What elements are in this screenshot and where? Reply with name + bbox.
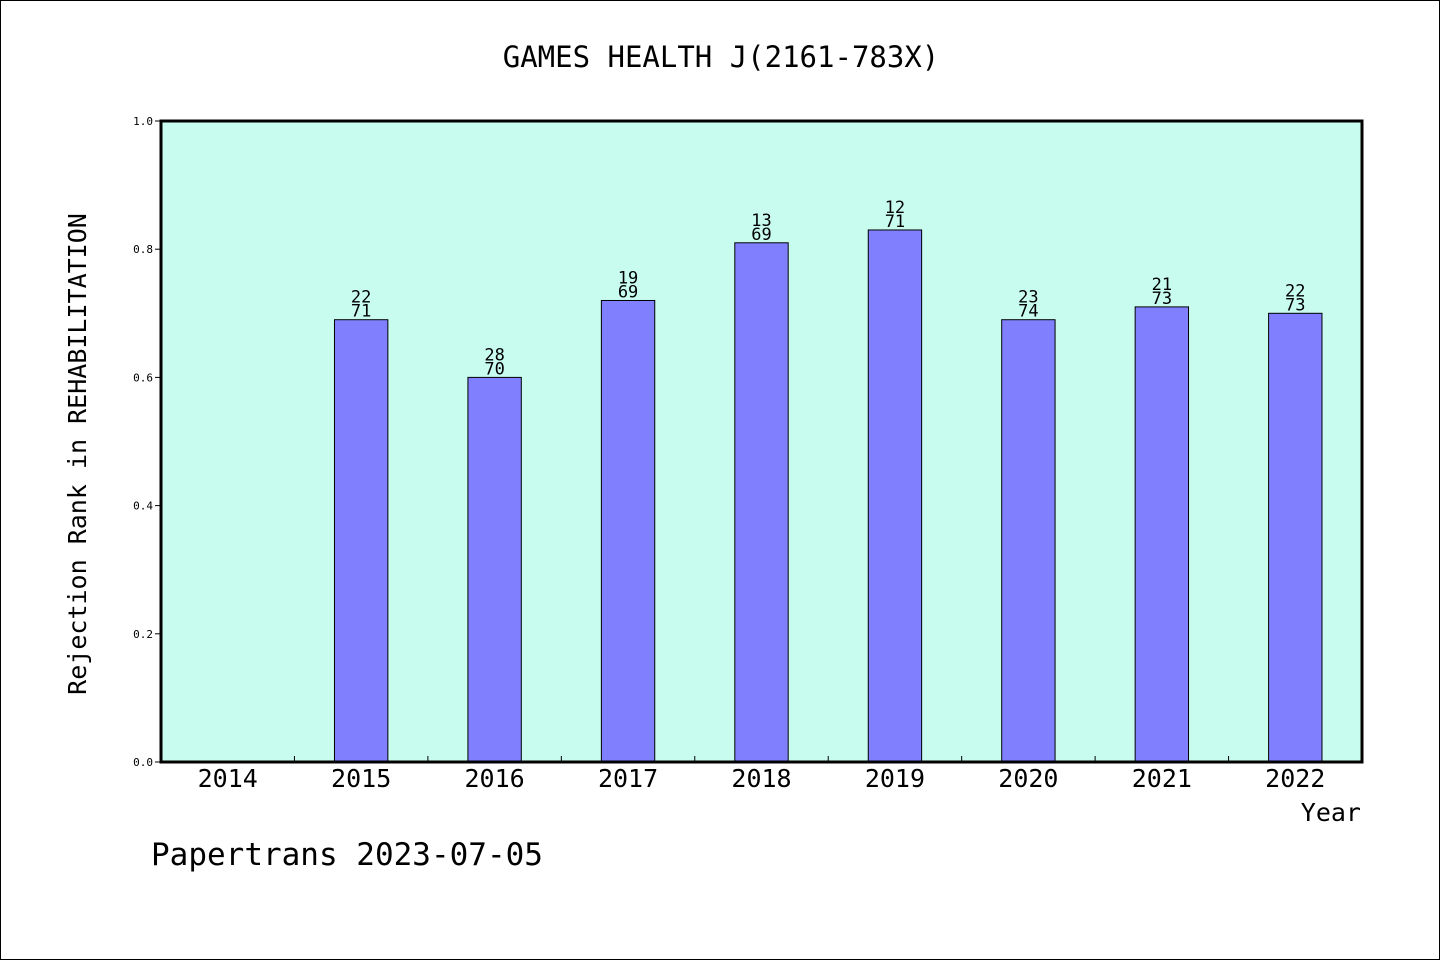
bar-2021 [1134, 306, 1190, 763]
y-tick-label: 0.4 [133, 500, 153, 513]
bar-label-top: 12 [885, 198, 905, 218]
bar-2017 [600, 299, 656, 763]
bar-label-top: 21 [1152, 275, 1172, 295]
y-tick-label: 0.2 [133, 628, 153, 641]
bar-label-top: 22 [351, 288, 371, 308]
bar-label-top: 19 [618, 268, 638, 288]
labels-layer: 2014 201522712016287020171969201813692019… [198, 198, 1326, 793]
bar-2016 [467, 376, 522, 763]
y-tick-label: 0.0 [133, 756, 153, 769]
bar-label-top: 28 [484, 345, 504, 365]
y-tick-label: 0.6 [133, 371, 153, 384]
bar-2022 [1268, 312, 1323, 763]
y-axis-label: Rejection Rank in REHABILITATION [63, 213, 92, 695]
y-tick-label: 1.0 [133, 115, 153, 128]
bar-2018 [734, 242, 789, 763]
bars-layer [333, 229, 1323, 763]
x-tick-label: 2019 [865, 764, 925, 793]
bar-label-bottom: 74 [1018, 302, 1038, 322]
x-tick-label: 2017 [598, 764, 658, 793]
bar-label-top: 13 [751, 211, 771, 231]
bar-label-bottom: 73 [1152, 289, 1172, 309]
bar-label-bottom: 73 [1285, 295, 1305, 315]
x-tick-label: 2014 [198, 764, 258, 793]
bar-2015 [333, 319, 389, 763]
x-tick-label: 2016 [465, 764, 525, 793]
x-tick-label: 2020 [998, 764, 1058, 793]
bar-label-top: 22 [1285, 281, 1305, 301]
plot-border [159, 119, 1364, 764]
x-tick-label: 2015 [331, 764, 391, 793]
chart-title: GAMES HEALTH J(2161-783X) [503, 40, 940, 74]
bar-label-top: 23 [1018, 288, 1038, 308]
bar-label-bottom: 71 [351, 302, 371, 322]
y-tick-label: 0.8 [133, 243, 153, 256]
bar-label-bottom: 69 [618, 282, 638, 302]
ticks-layer: 0.0 0.2 0.4 0.6 0.8 1.0 [133, 115, 1230, 769]
footer-credit: Papertrans 2023-07-05 [151, 837, 543, 873]
bar-label-bottom: 71 [885, 212, 905, 232]
bar-2019 [867, 229, 923, 763]
bar-label-bottom: 69 [751, 225, 771, 245]
bar-label-bottom: 70 [484, 359, 504, 379]
x-tick-label: 2021 [1132, 764, 1192, 793]
x-axis-label: Year [1301, 798, 1361, 827]
x-tick-label: 2022 [1265, 764, 1325, 793]
x-tick-label: 2018 [731, 764, 791, 793]
bar-2020 [1001, 319, 1056, 763]
